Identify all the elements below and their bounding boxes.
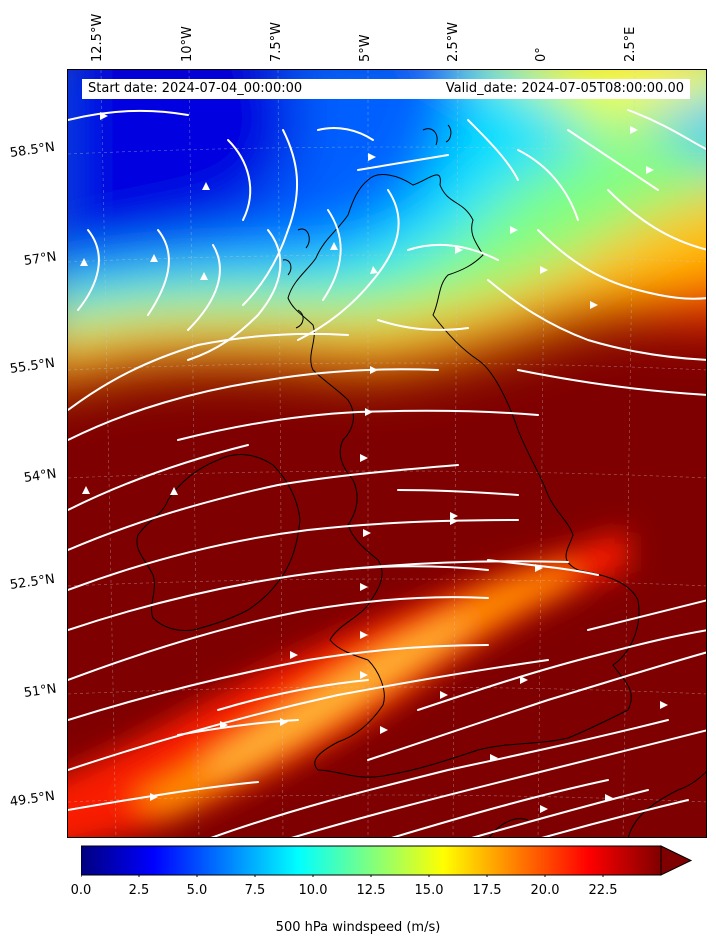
france-coast <box>488 771 706 837</box>
windspeed-field <box>68 70 706 379</box>
lat-label-0: 58.5°N <box>8 139 56 161</box>
lon-label-3: 5°W <box>358 34 373 62</box>
colorbar-tick-label-7: 17.5 <box>472 883 502 898</box>
lat-label-5: 51°N <box>22 681 58 701</box>
colorbar-tick-label-8: 20.0 <box>530 883 560 898</box>
colorbar <box>81 845 693 877</box>
colorbar-tick-label-4: 10.0 <box>298 883 328 898</box>
wind-streamlines <box>68 109 706 837</box>
lon-label-1: 10°W <box>180 26 195 62</box>
colorbar-tick-label-2: 5.0 <box>186 883 208 898</box>
great-britain-coast <box>287 174 640 778</box>
graticule <box>68 70 706 837</box>
lon-label-5: 0° <box>534 47 549 62</box>
colorbar-tick-marks <box>81 875 604 877</box>
colorbar-tick-label-6: 15.0 <box>414 883 444 898</box>
map-panel <box>67 69 707 838</box>
lat-label-1: 57°N <box>22 249 58 269</box>
northern-islands <box>282 124 452 329</box>
valid-date-label: Valid_date: 2024-07-05T08:00:00.00 <box>445 81 684 96</box>
ireland-coast <box>136 454 301 631</box>
colorbar-gradient <box>81 845 662 876</box>
start-date-label: Start date: 2024-07-04_00:00:00 <box>88 81 303 96</box>
lat-label-6: 49.5°N <box>8 788 56 810</box>
date-info-box: Start date: 2024-07-04_00:00:00 Valid_da… <box>82 79 690 99</box>
streamline-arrows <box>80 112 668 813</box>
colorbar-tick-label-1: 2.5 <box>128 883 150 898</box>
lat-label-2: 55.5°N <box>8 355 56 377</box>
windspeed-map <box>68 70 706 837</box>
lat-label-4: 52.5°N <box>8 571 56 593</box>
lon-label-6: 2.5°E <box>623 26 638 62</box>
colorbar-tick-label-5: 12.5 <box>356 883 386 898</box>
colorbar-tick-label-0: 0.0 <box>70 883 92 898</box>
lon-label-2: 7.5°W <box>269 21 284 62</box>
lon-label-4: 2.5°W <box>446 21 461 62</box>
coastlines <box>136 124 706 837</box>
colorbar-title: 500 hPa windspeed (m/s) <box>275 920 441 935</box>
lon-label-0: 12.5°W <box>90 13 105 62</box>
colorbar-extend-arrow <box>660 845 693 876</box>
lat-label-3: 54°N <box>22 466 58 486</box>
colorbar-tick-label-9: 22.5 <box>588 883 618 898</box>
colorbar-tick-label-3: 7.5 <box>244 883 266 898</box>
